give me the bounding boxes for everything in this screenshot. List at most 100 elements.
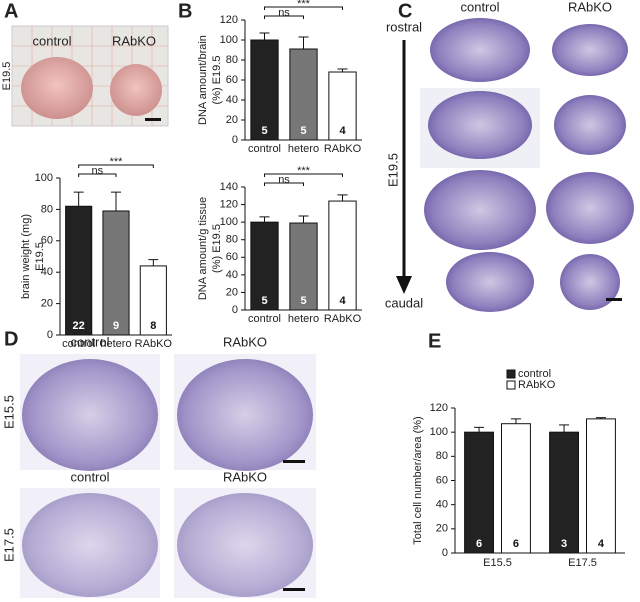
brain-photo xyxy=(21,57,93,119)
significance-bracket xyxy=(78,173,117,177)
stage-label: E19.5 xyxy=(1,62,13,91)
significance-label: ns xyxy=(278,174,290,186)
y-tick-label: 100 xyxy=(35,172,53,184)
y-axis-label: brain weight (mg) xyxy=(20,214,32,299)
panel-letter: E xyxy=(428,330,441,352)
photo-label: RAbKO xyxy=(112,33,156,48)
n-label: 5 xyxy=(261,295,267,307)
column-label: control xyxy=(460,0,499,14)
bar xyxy=(328,200,357,311)
y-tick-label: 0 xyxy=(232,304,238,316)
significance-label: *** xyxy=(297,0,311,10)
bar xyxy=(328,71,357,141)
n-label: 8 xyxy=(150,320,156,332)
x-tick-label: hetero xyxy=(288,313,319,325)
y-tick-label: 80 xyxy=(226,54,238,66)
y-tick-label: 40 xyxy=(226,94,238,106)
y-axis-label: Total cell number/area (%) xyxy=(412,416,424,544)
significance-label: ns xyxy=(92,165,104,177)
n-label: 5 xyxy=(300,125,306,137)
stage-label: E19.5 xyxy=(385,153,400,187)
y-tick-label: 100 xyxy=(430,426,448,438)
y-tick-label: 100 xyxy=(220,34,238,46)
legend-swatch xyxy=(506,369,516,379)
bar xyxy=(139,265,167,336)
photo-label: RAbKO xyxy=(223,469,267,484)
y-tick-label: 60 xyxy=(436,474,448,486)
y-tick-label: 20 xyxy=(226,286,238,298)
bar xyxy=(250,221,279,311)
y-tick-label: 40 xyxy=(436,499,448,511)
significance-bracket xyxy=(264,6,343,10)
y-tick-label: 60 xyxy=(226,74,238,86)
y-tick-label: 100 xyxy=(220,216,238,228)
x-tick-label: RAbKO xyxy=(135,338,173,350)
x-tick-label: RAbKO xyxy=(324,313,362,325)
y-tick-label: 40 xyxy=(41,266,53,278)
bar xyxy=(549,431,579,554)
x-tick-label: E15.5 xyxy=(483,557,512,569)
stage-label: E17.5 xyxy=(1,528,16,562)
axis-end-label: caudal xyxy=(385,295,423,310)
scale-bar xyxy=(145,118,161,121)
y-axis-label: (%) E19.5 xyxy=(211,224,223,273)
photo-label: RAbKO xyxy=(223,334,267,349)
bar xyxy=(289,48,318,141)
significance-bracket xyxy=(78,164,154,168)
y-tick-label: 80 xyxy=(226,234,238,246)
panel-letter: C xyxy=(398,0,412,22)
x-tick-label: control xyxy=(248,143,281,155)
significance-label: ns xyxy=(278,7,290,19)
photo-label: control xyxy=(32,33,71,48)
x-tick-label: control xyxy=(62,338,95,350)
legend-swatch xyxy=(506,380,516,390)
brain-photo xyxy=(110,64,162,116)
axis-end-label: rostral xyxy=(386,19,422,34)
x-tick-label: control xyxy=(248,313,281,325)
panel-letter: D xyxy=(4,328,18,350)
n-label: 3 xyxy=(561,538,567,550)
bar xyxy=(289,222,318,311)
x-tick-label: hetero xyxy=(288,143,319,155)
arrow-head xyxy=(396,276,412,294)
panel-letter: B xyxy=(178,0,192,22)
stage-label: E15.5 xyxy=(1,395,16,429)
n-label: 9 xyxy=(113,320,119,332)
n-label: 5 xyxy=(261,125,267,137)
y-tick-label: 60 xyxy=(226,251,238,263)
section-images xyxy=(420,18,634,312)
bar xyxy=(65,205,93,336)
x-tick-label: RAbKO xyxy=(324,143,362,155)
y-tick-label: 0 xyxy=(442,547,448,559)
y-tick-label: 80 xyxy=(436,450,448,462)
y-axis-label: DNA amount/g tissue xyxy=(197,197,209,300)
y-tick-label: 0 xyxy=(232,134,238,146)
y-axis-label: E19.5 xyxy=(34,242,46,271)
photo-label: control xyxy=(70,469,109,484)
x-tick-label: E17.5 xyxy=(568,557,597,569)
n-label: 5 xyxy=(300,295,306,307)
y-axis-label: (%) E19.5 xyxy=(211,56,223,105)
y-tick-label: 60 xyxy=(41,235,53,247)
n-label: 6 xyxy=(513,538,519,550)
bar xyxy=(464,431,495,554)
y-tick-label: 120 xyxy=(430,402,448,414)
y-tick-label: 20 xyxy=(226,114,238,126)
y-tick-label: 20 xyxy=(41,298,53,310)
x-tick-label: hetero xyxy=(100,338,131,350)
significance-label: *** xyxy=(110,156,124,168)
bar xyxy=(501,423,531,554)
photo-label: control xyxy=(70,334,109,349)
bar xyxy=(586,418,616,554)
n-label: 4 xyxy=(339,295,346,307)
n-label: 22 xyxy=(73,320,85,332)
y-tick-label: 140 xyxy=(220,181,238,193)
y-axis-label: DNA amount/brain xyxy=(197,35,209,125)
significance-label: *** xyxy=(297,165,311,177)
y-tick-label: 40 xyxy=(226,269,238,281)
significance-bracket xyxy=(264,173,343,177)
panel-letter: A xyxy=(4,0,18,22)
bar xyxy=(102,210,130,336)
y-tick-label: 20 xyxy=(436,523,448,535)
section-images xyxy=(20,354,316,598)
